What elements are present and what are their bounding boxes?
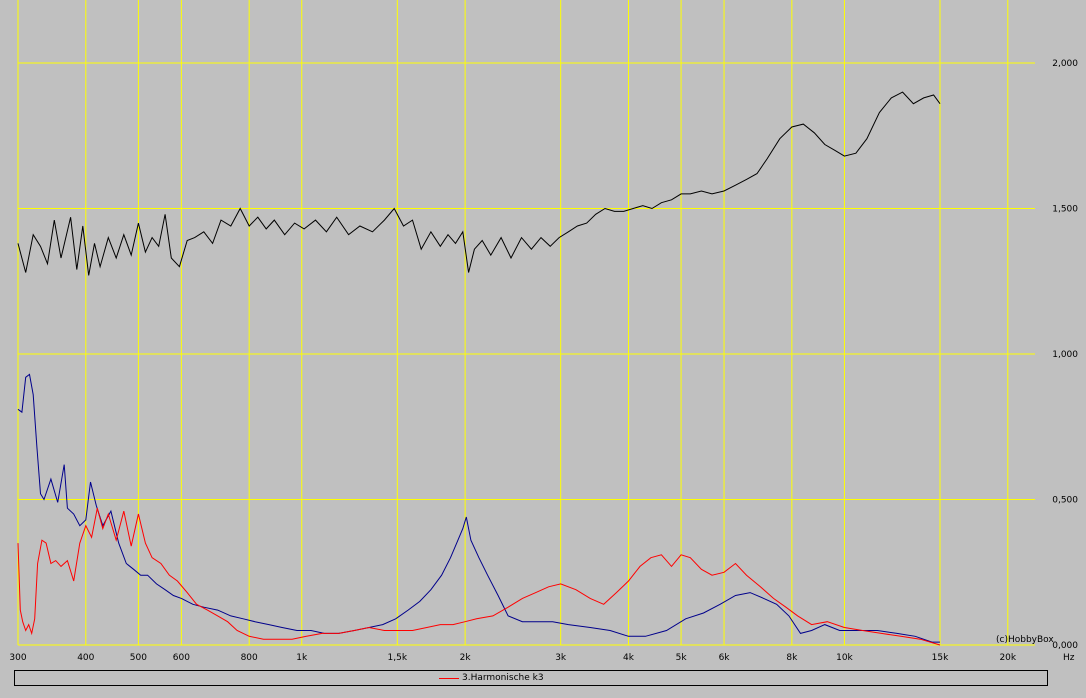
x-tick-label-13: 10k (836, 653, 853, 663)
x-tick-label-2: 500 (130, 653, 147, 663)
x-tick-label-12: 8k (786, 653, 798, 663)
y-tick-label-4: 2,000 (1052, 59, 1078, 69)
x-tick-label-1: 400 (77, 653, 94, 663)
legend-item-k3: 3.Harmonische k3 (439, 673, 544, 683)
x-tick-label-11: 6k (719, 653, 731, 663)
y-tick-label-2: 1,000 (1052, 350, 1078, 360)
x-tick-label-10: 5k (676, 653, 688, 663)
legend-swatch-red (439, 677, 459, 679)
x-tick-label-6: 1,5k (388, 653, 408, 663)
x-tick-label-14: 15k (932, 653, 949, 663)
x-tick-label-0: 300 (9, 653, 26, 663)
x-tick-label-7: 2k (460, 653, 472, 663)
legend-label-k3: 3.Harmonische k3 (462, 673, 544, 683)
x-tick-label-15: 20k (999, 653, 1016, 663)
legend: 3.Harmonische k3 (14, 670, 1048, 686)
x-tick-label-5: 1k (296, 653, 308, 663)
series-line-1 (17, 373, 940, 643)
x-tick-label-3: 600 (173, 653, 190, 663)
grid (17, 0, 1035, 646)
series-layer (17, 91, 941, 646)
y-tick-label-1: 0,500 (1052, 496, 1078, 506)
x-axis-ticks: 300 400 500 600 800 1k 1,5k 2k 3k 4k 5k 6k 8k 10k 15k 2… (9, 653, 1017, 663)
watermark: (c)HobbyBox (996, 635, 1054, 645)
x-tick-label-4: 800 (241, 653, 258, 663)
y-tick-label-3: 1,500 (1052, 205, 1078, 215)
y-tick-label-0: 0,000 (1052, 641, 1078, 651)
series-line-2 (17, 508, 941, 646)
y-axis-ticks: 0,000 0,500 1,000 1,500 2,000 (1052, 59, 1078, 651)
x-tick-label-8: 3k (555, 653, 567, 663)
x-axis-label: Hz (1063, 653, 1075, 663)
x-tick-label-9: 4k (623, 653, 635, 663)
series-line-0 (17, 91, 941, 276)
